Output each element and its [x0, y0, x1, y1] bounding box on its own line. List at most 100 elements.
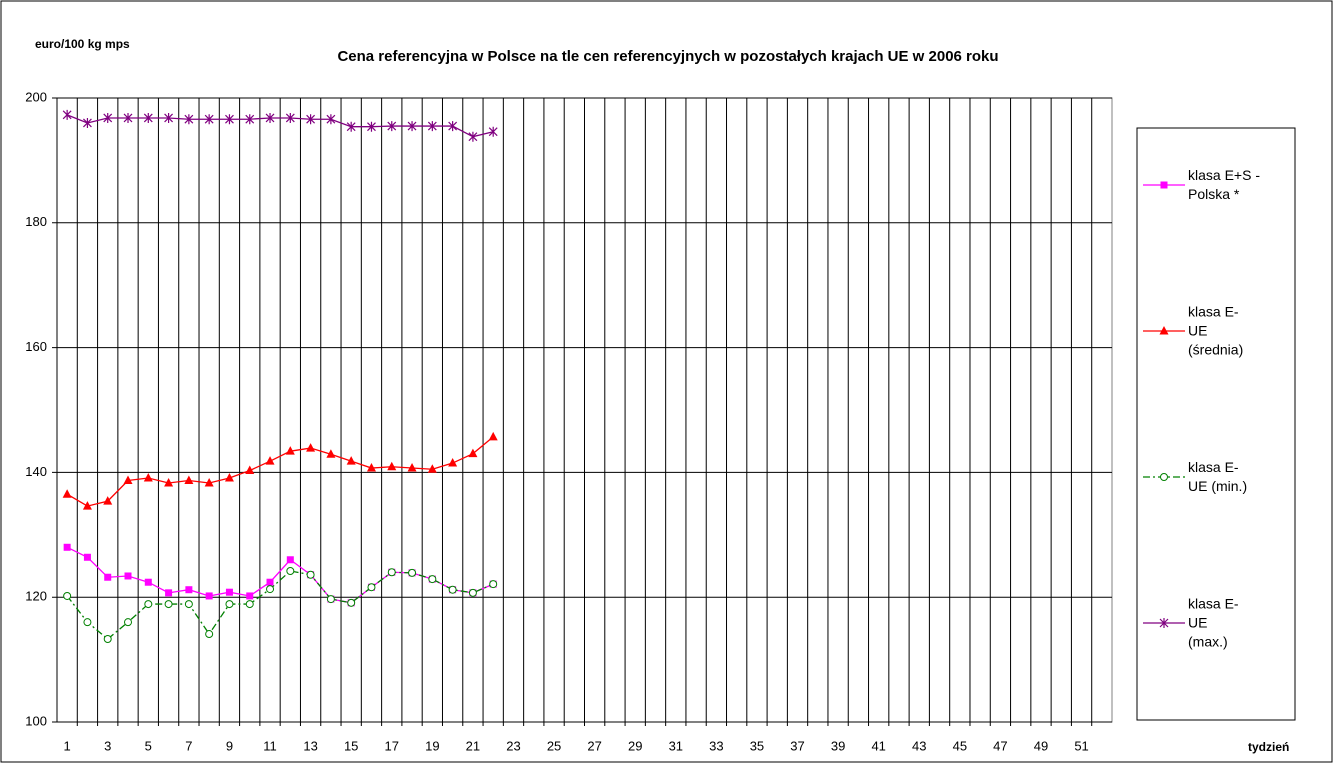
marker — [104, 573, 112, 581]
x-tick-label: 11 — [263, 738, 277, 753]
marker — [347, 598, 356, 607]
marker — [346, 121, 356, 132]
y-tick-label: 160 — [25, 339, 47, 354]
legend-label: klasa E- UE (max.) — [1188, 595, 1239, 650]
marker — [286, 566, 295, 575]
marker — [83, 117, 92, 128]
marker — [184, 600, 193, 609]
marker — [448, 458, 458, 467]
marker — [285, 446, 295, 455]
series-line — [66, 436, 494, 507]
x-tick-label: 23 — [506, 738, 520, 753]
marker — [62, 489, 72, 498]
x-tick-label: 9 — [226, 738, 233, 753]
legend-label: klasa E- UE (średnia) — [1188, 303, 1244, 358]
marker — [306, 114, 316, 125]
x-tick-label: 37 — [790, 738, 804, 753]
marker — [164, 600, 173, 609]
x-tick-label: 7 — [185, 738, 192, 753]
marker — [204, 114, 214, 125]
y-tick-label: 140 — [25, 464, 47, 479]
marker — [123, 112, 133, 123]
x-tick-label: 33 — [709, 738, 723, 753]
x-axis-label: tydzień — [1248, 740, 1289, 754]
marker — [103, 496, 113, 505]
marker — [124, 572, 132, 580]
marker — [245, 465, 255, 475]
marker — [225, 114, 234, 125]
marker — [306, 570, 315, 579]
marker — [245, 114, 255, 125]
marker — [63, 591, 72, 600]
x-tick-label: 51 — [1074, 738, 1088, 753]
y-tick-label: 120 — [25, 589, 47, 604]
marker — [408, 568, 417, 577]
x-tick-label: 5 — [145, 738, 152, 753]
marker — [143, 112, 153, 123]
marker — [367, 121, 376, 132]
marker — [144, 600, 153, 609]
marker — [448, 121, 458, 132]
marker — [266, 578, 274, 586]
marker — [265, 112, 275, 123]
marker — [367, 583, 376, 592]
marker — [103, 112, 113, 123]
y-tick-label: 180 — [25, 214, 47, 229]
legend-marker — [1160, 181, 1168, 189]
marker — [123, 475, 133, 485]
marker — [488, 126, 498, 137]
legend-marker — [1159, 326, 1169, 335]
x-tick-label: 29 — [628, 738, 642, 753]
marker — [144, 578, 152, 586]
legend-label: klasa E+S - Polska * — [1188, 167, 1260, 202]
marker — [83, 618, 92, 627]
marker — [427, 464, 437, 473]
marker — [245, 600, 254, 609]
marker — [62, 109, 72, 120]
marker — [366, 463, 376, 472]
marker — [468, 131, 478, 142]
y-axis-label: euro/100 kg mps — [35, 37, 130, 51]
x-tick-label: 27 — [587, 738, 601, 753]
marker — [265, 456, 275, 465]
marker — [448, 585, 457, 594]
legend-marker — [1159, 618, 1169, 628]
marker — [407, 463, 417, 472]
marker — [326, 595, 335, 604]
marker — [468, 588, 477, 597]
x-tick-label: 3 — [104, 738, 111, 753]
marker — [143, 473, 153, 482]
marker — [387, 461, 397, 471]
x-tick-label: 45 — [953, 738, 967, 753]
marker — [164, 478, 174, 487]
legend-box — [1136, 127, 1296, 721]
x-tick-label: 35 — [750, 738, 764, 753]
legend-marker — [1160, 473, 1168, 481]
marker — [266, 585, 275, 594]
marker — [468, 448, 478, 458]
marker — [224, 473, 234, 482]
marker — [164, 112, 174, 123]
x-tick-label: 47 — [993, 738, 1007, 753]
series-line — [66, 570, 494, 640]
x-tick-label: 25 — [547, 738, 561, 753]
x-tick-label: 17 — [385, 738, 399, 753]
marker — [286, 556, 294, 564]
marker — [82, 501, 92, 510]
x-tick-label: 13 — [303, 738, 317, 753]
marker — [488, 431, 498, 441]
marker — [184, 475, 194, 485]
x-tick-label: 39 — [831, 738, 845, 753]
marker — [103, 635, 112, 644]
marker — [205, 630, 214, 639]
chart-title: Cena referencyjna w Polsce na tle cen re… — [337, 48, 998, 65]
marker — [204, 478, 214, 487]
marker — [428, 575, 437, 584]
marker — [184, 114, 194, 125]
x-tick-label: 19 — [425, 738, 439, 753]
x-tick-label: 43 — [912, 738, 926, 753]
marker — [326, 114, 336, 125]
x-tick-label: 1 — [64, 738, 71, 753]
